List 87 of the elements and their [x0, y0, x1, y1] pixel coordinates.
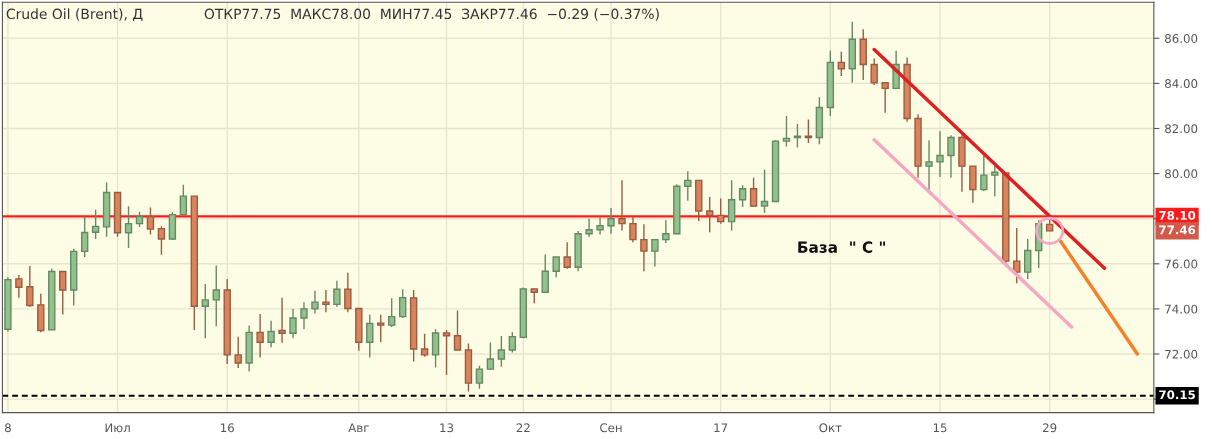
candlestick — [782, 115, 791, 148]
candlestick — [662, 219, 670, 244]
candlestick — [179, 184, 188, 216]
candlestick — [267, 319, 275, 348]
candlestick — [738, 184, 747, 208]
candlestick — [563, 241, 571, 270]
candlestick — [157, 225, 166, 256]
candlestick — [344, 272, 352, 313]
candlestick — [727, 179, 736, 232]
candlestick — [881, 82, 889, 114]
candlestick — [651, 238, 659, 268]
y-tick-label: 74.00 — [1165, 304, 1198, 314]
ref-line-label: 78.10 — [1159, 210, 1196, 220]
x-tick-label: Окт — [819, 423, 842, 433]
candlestick — [804, 118, 813, 144]
candlestick — [201, 283, 210, 339]
candlestick — [640, 223, 648, 272]
x-tick-label: 16 — [221, 423, 234, 433]
candlestick — [969, 165, 977, 204]
candlestick — [706, 196, 714, 233]
candlestick — [870, 57, 878, 86]
candlestick — [377, 314, 385, 343]
candlestick — [596, 216, 604, 236]
candlestick — [508, 331, 517, 354]
candlestick — [925, 139, 933, 191]
candlestick — [618, 179, 626, 232]
candlestick — [947, 134, 955, 179]
candlestick — [793, 123, 802, 149]
candlestick — [212, 264, 220, 327]
candlestick — [1013, 227, 1021, 284]
candlestick — [333, 280, 341, 308]
y-tick-label: 72.00 — [1165, 349, 1198, 359]
candlestick — [91, 208, 100, 240]
chart-subtitle: ОТКР77.75 МАКС78.00 МИН77.45 ЗАКР77.46 −0.29 (−0.37%) — [204, 8, 659, 21]
candlestick — [607, 207, 615, 235]
candlestick — [398, 288, 407, 319]
candlestick — [146, 206, 155, 236]
candlestick — [991, 164, 999, 197]
x-tick-label: 29 — [1043, 423, 1057, 433]
y-tick-label: 82.00 — [1165, 124, 1198, 134]
candlestick — [322, 289, 330, 313]
candlestick — [26, 265, 34, 308]
candlestick — [80, 215, 89, 258]
candlestick — [234, 335, 242, 369]
candlestick — [552, 256, 560, 279]
candlestick — [585, 218, 593, 238]
candlestick — [980, 154, 988, 192]
candlestick — [486, 341, 495, 371]
candlestick — [749, 176, 758, 208]
candlestick — [300, 301, 308, 330]
candlestick — [541, 253, 549, 294]
candlestick — [256, 313, 264, 359]
x-tick-label: Июл — [105, 423, 130, 433]
candlestick — [1024, 238, 1032, 280]
candlestick — [684, 170, 692, 202]
candlestick — [420, 333, 429, 358]
text: 77.46 — [1159, 225, 1196, 235]
x-tick-label: Авг — [348, 423, 369, 433]
y-tick-label: 84.00 — [1165, 79, 1198, 89]
y-tick-label: 86.00 — [1165, 34, 1198, 43]
candlestick — [59, 270, 67, 316]
x-tick-label: 8 — [4, 423, 11, 433]
candlestick — [442, 329, 451, 376]
candlestick — [387, 297, 396, 328]
candlestick — [289, 308, 297, 339]
candlestick — [366, 314, 374, 359]
candlestick — [497, 335, 506, 368]
candlestick — [278, 296, 286, 344]
ref-line-label: 70.15 — [1159, 390, 1195, 400]
candlestick — [431, 328, 440, 369]
x-tick-label: 22 — [516, 423, 530, 433]
annotation: База " С " — [798, 241, 885, 253]
candlestick — [936, 130, 944, 178]
y-tick-label: 76.00 — [1165, 259, 1198, 269]
candlestick — [124, 205, 133, 249]
candlestick — [311, 290, 319, 315]
x-tick-label: 13 — [440, 423, 454, 433]
y-tick-label: 80.00 — [1165, 169, 1198, 179]
x-tick-label: 17 — [714, 423, 728, 433]
candlestick — [760, 168, 769, 214]
candlestick — [453, 309, 462, 351]
candlestick — [629, 216, 637, 243]
x-tick-label: Сен — [600, 423, 622, 433]
candlestick — [475, 365, 484, 390]
chart-title: Crude Oil (Brent), Д — [6, 8, 143, 22]
x-tick-label: 15 — [933, 423, 947, 433]
candlestick — [15, 274, 23, 299]
